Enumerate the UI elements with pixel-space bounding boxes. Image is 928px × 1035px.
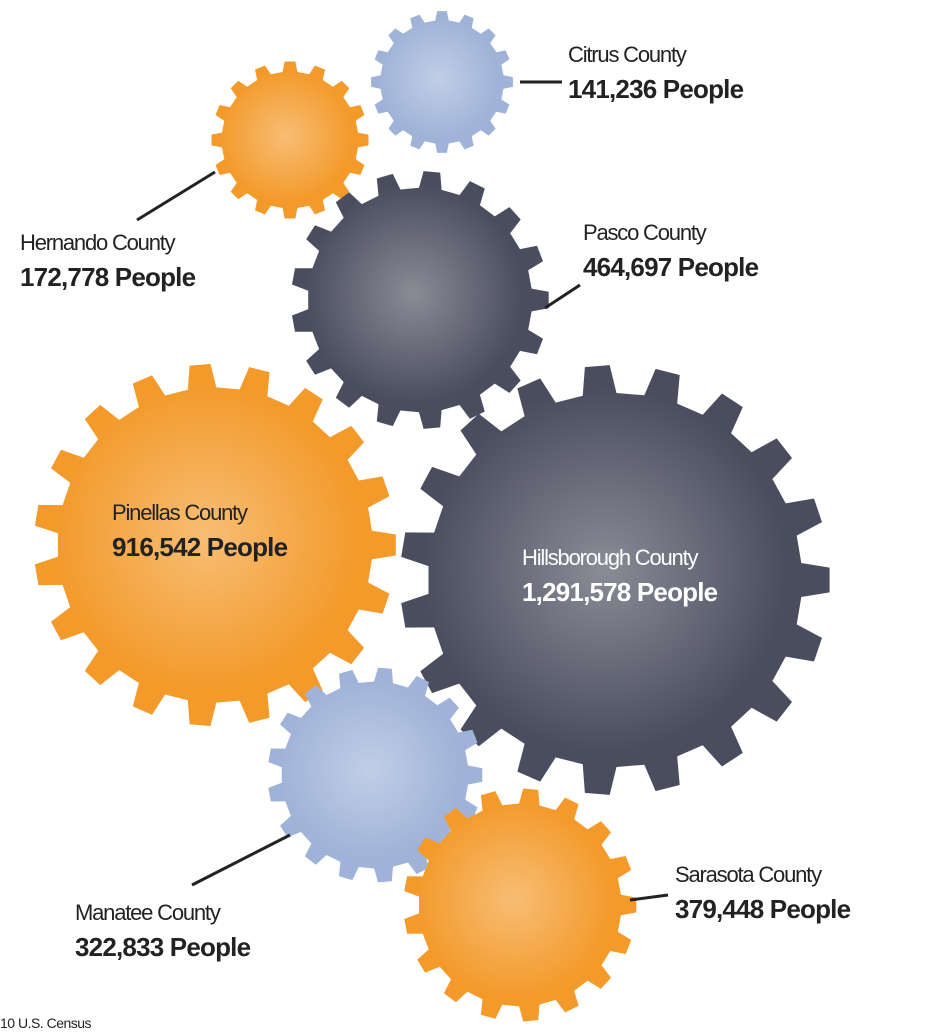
gear-shine (278, 678, 461, 861)
population-label: 1,291,578 People (522, 577, 718, 607)
county-name: Pasco County (583, 220, 707, 245)
population-label: 172,778 People (20, 262, 196, 292)
gear-shine (219, 69, 353, 203)
population-label: 141,236 People (568, 74, 744, 104)
gear-shine (378, 18, 499, 139)
county-name: Sarasota County (675, 862, 822, 887)
county-name: Pinellas County (112, 500, 248, 525)
source: 10 U.S. Census (0, 1015, 92, 1031)
gear-shine (304, 184, 523, 403)
population-label: 379,448 People (675, 894, 851, 924)
county-name: Hernando County (20, 230, 176, 255)
county-name: Manatee County (75, 900, 221, 925)
county-name: Citrus County (568, 42, 687, 67)
population-label: 916,542 People (112, 532, 288, 562)
gear-shine (415, 800, 613, 998)
chart: Citrus County 141,236 People Hernando Coun… (0, 0, 928, 1035)
county-name: Hillsborough County (522, 545, 699, 570)
population-label: 322,833 People (75, 932, 251, 962)
leader-line (137, 172, 215, 220)
leader-line (545, 285, 580, 308)
population-label: 464,697 People (583, 252, 759, 282)
leader-line (192, 835, 290, 885)
